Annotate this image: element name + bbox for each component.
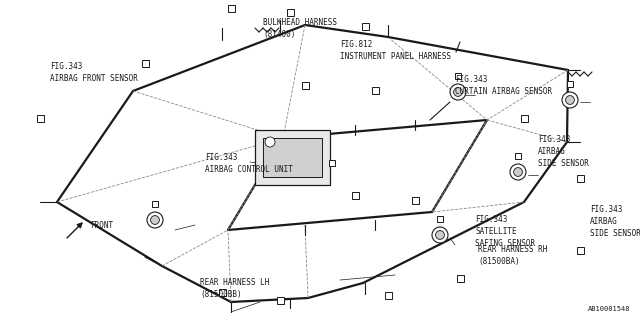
- Bar: [36, 115, 44, 122]
- Text: FIG.343: FIG.343: [475, 215, 508, 224]
- Circle shape: [562, 92, 578, 108]
- Text: INSTRUMENT PANEL HARNESS: INSTRUMENT PANEL HARNESS: [340, 52, 451, 61]
- Bar: [362, 22, 369, 29]
- Text: FIG.343: FIG.343: [538, 135, 570, 144]
- Text: SIDE SENSOR: SIDE SENSOR: [538, 159, 589, 168]
- Bar: [437, 216, 443, 222]
- Bar: [141, 60, 148, 67]
- Bar: [567, 81, 573, 87]
- Text: REAR HARNESS RH: REAR HARNESS RH: [478, 245, 547, 254]
- Bar: [301, 82, 308, 89]
- Text: SIDE SENSOR: SIDE SENSOR: [590, 229, 640, 238]
- Circle shape: [454, 88, 462, 96]
- Circle shape: [436, 231, 444, 239]
- Circle shape: [514, 168, 522, 176]
- Bar: [577, 246, 584, 253]
- Text: FIG.343: FIG.343: [50, 62, 83, 71]
- Text: AIRBAG: AIRBAG: [590, 217, 618, 226]
- Text: AIRBAG: AIRBAG: [538, 147, 566, 156]
- Bar: [577, 174, 584, 181]
- Text: FIG.343: FIG.343: [590, 205, 622, 214]
- Text: (81500BA): (81500BA): [478, 257, 520, 266]
- Bar: [218, 289, 225, 295]
- Circle shape: [450, 84, 466, 100]
- Text: REAR HARNESS LH: REAR HARNESS LH: [200, 278, 269, 287]
- Bar: [385, 292, 392, 299]
- Text: BULKHEAD HARNESS: BULKHEAD HARNESS: [263, 18, 337, 27]
- Bar: [329, 160, 335, 166]
- Text: SATELLITE: SATELLITE: [475, 227, 516, 236]
- Text: FRONT: FRONT: [90, 220, 113, 229]
- Text: AB10001548: AB10001548: [588, 306, 630, 312]
- Circle shape: [510, 164, 526, 180]
- Text: (81500BB): (81500BB): [200, 290, 242, 299]
- Bar: [520, 115, 527, 122]
- Text: SAFING SENSOR: SAFING SENSOR: [475, 239, 535, 248]
- Bar: [227, 4, 234, 12]
- Bar: [455, 73, 461, 79]
- Bar: [412, 196, 419, 204]
- Circle shape: [150, 216, 159, 224]
- Circle shape: [265, 137, 275, 147]
- Text: CURTAIN AIRBAG SENSOR: CURTAIN AIRBAG SENSOR: [455, 87, 552, 96]
- Bar: [287, 9, 294, 15]
- Bar: [152, 201, 158, 207]
- Bar: [371, 86, 378, 93]
- Bar: [351, 191, 358, 198]
- Text: AIRBAG CONTROL UNIT: AIRBAG CONTROL UNIT: [205, 165, 293, 174]
- Bar: [276, 297, 284, 303]
- Text: FIG.812: FIG.812: [340, 40, 372, 49]
- Text: FIG.343: FIG.343: [205, 153, 237, 162]
- Circle shape: [432, 227, 448, 243]
- Bar: [515, 153, 521, 159]
- Circle shape: [147, 212, 163, 228]
- Bar: [255, 130, 330, 185]
- Bar: [456, 275, 463, 282]
- Text: (81400): (81400): [263, 30, 296, 39]
- Text: FIG.343: FIG.343: [455, 75, 488, 84]
- Circle shape: [566, 96, 575, 104]
- Bar: [263, 138, 322, 177]
- Text: AIRBAG FRONT SENSOR: AIRBAG FRONT SENSOR: [50, 74, 138, 83]
